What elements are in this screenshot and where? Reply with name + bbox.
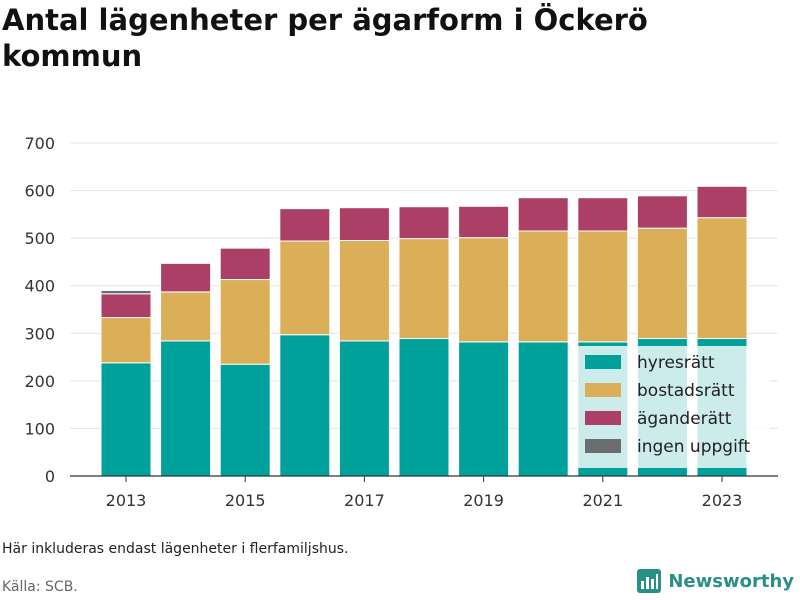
bar-segment [160, 262, 212, 293]
y-tick-label: 600 [24, 182, 55, 201]
bar-segment [517, 197, 569, 232]
legend-swatch [585, 439, 621, 453]
y-tick-label: 300 [24, 324, 55, 343]
source-text: Källa: SCB. [2, 579, 78, 595]
bar-segment [100, 289, 152, 295]
legend-swatch [585, 383, 621, 397]
bar-segment [279, 240, 331, 336]
bar-segment [219, 363, 271, 477]
bar-segment [279, 334, 331, 477]
bar-segment [219, 279, 271, 365]
legend-label: bostadsrätt [637, 381, 735, 401]
newsworthy-logo: Newsworthy [636, 568, 794, 594]
bar-segment [219, 247, 271, 281]
chart-title: Antal lägenheter per ägarform i Öckerö k… [2, 3, 648, 73]
legend-label: ingen uppgift [637, 437, 750, 457]
legend-swatch [585, 355, 621, 369]
y-tick-label: 500 [24, 229, 55, 248]
bar-segment [577, 230, 629, 343]
bar-segment [696, 217, 748, 340]
bar-segment [338, 240, 390, 342]
bar-segment [696, 185, 748, 219]
newsworthy-logo-icon [637, 569, 662, 593]
bar-segment [100, 293, 152, 319]
x-tick-label: 2015 [225, 491, 266, 510]
bar-segment [458, 237, 510, 343]
x-tick-label: 2019 [463, 491, 504, 510]
y-tick-label: 100 [24, 419, 55, 438]
bar-segment [279, 208, 331, 242]
legend-label: äganderätt [637, 409, 732, 429]
bar-segment [577, 197, 629, 232]
x-tick-label: 2023 [702, 491, 743, 510]
y-tick-label: 200 [24, 372, 55, 391]
bar-segment [458, 341, 510, 477]
bar-segment [100, 362, 152, 477]
y-tick-label: 0 [45, 467, 55, 486]
bar-segment [100, 317, 152, 364]
chart-note: Här inkluderas endast lägenheter i flerf… [2, 541, 349, 557]
legend-label: hyresrätt [637, 353, 715, 373]
bar-segment [398, 338, 450, 477]
stacked-bar-chart: 0 100 200 300 400 500 600 700 2013 2015 2017 2019 20… [24, 134, 778, 510]
axes: 0 100 200 300 400 500 600 700 2013 2015 2017 2019 20… [24, 134, 778, 510]
bar-segment [636, 227, 688, 340]
x-tick-label: 2021 [582, 491, 623, 510]
bar-segment [517, 341, 569, 477]
legend-swatch [585, 411, 621, 425]
bar-segment [636, 195, 688, 229]
x-tick-label: 2017 [344, 491, 385, 510]
bar-segment [160, 340, 212, 477]
legend: hyresrätt bostadsrätt äganderätt ingen uppg… [577, 346, 770, 468]
bar-segment [398, 238, 450, 340]
x-tick-label: 2013 [106, 491, 147, 510]
bar-segment [338, 340, 390, 477]
bar-segment [398, 206, 450, 240]
y-tick-label: 400 [24, 277, 55, 296]
bar-segment [160, 291, 212, 342]
bar-segment [458, 205, 510, 239]
bar-segment [517, 230, 569, 343]
brand-name: Newsworthy [668, 570, 794, 592]
y-tick-label: 700 [24, 134, 55, 153]
bar-segment [338, 207, 390, 242]
